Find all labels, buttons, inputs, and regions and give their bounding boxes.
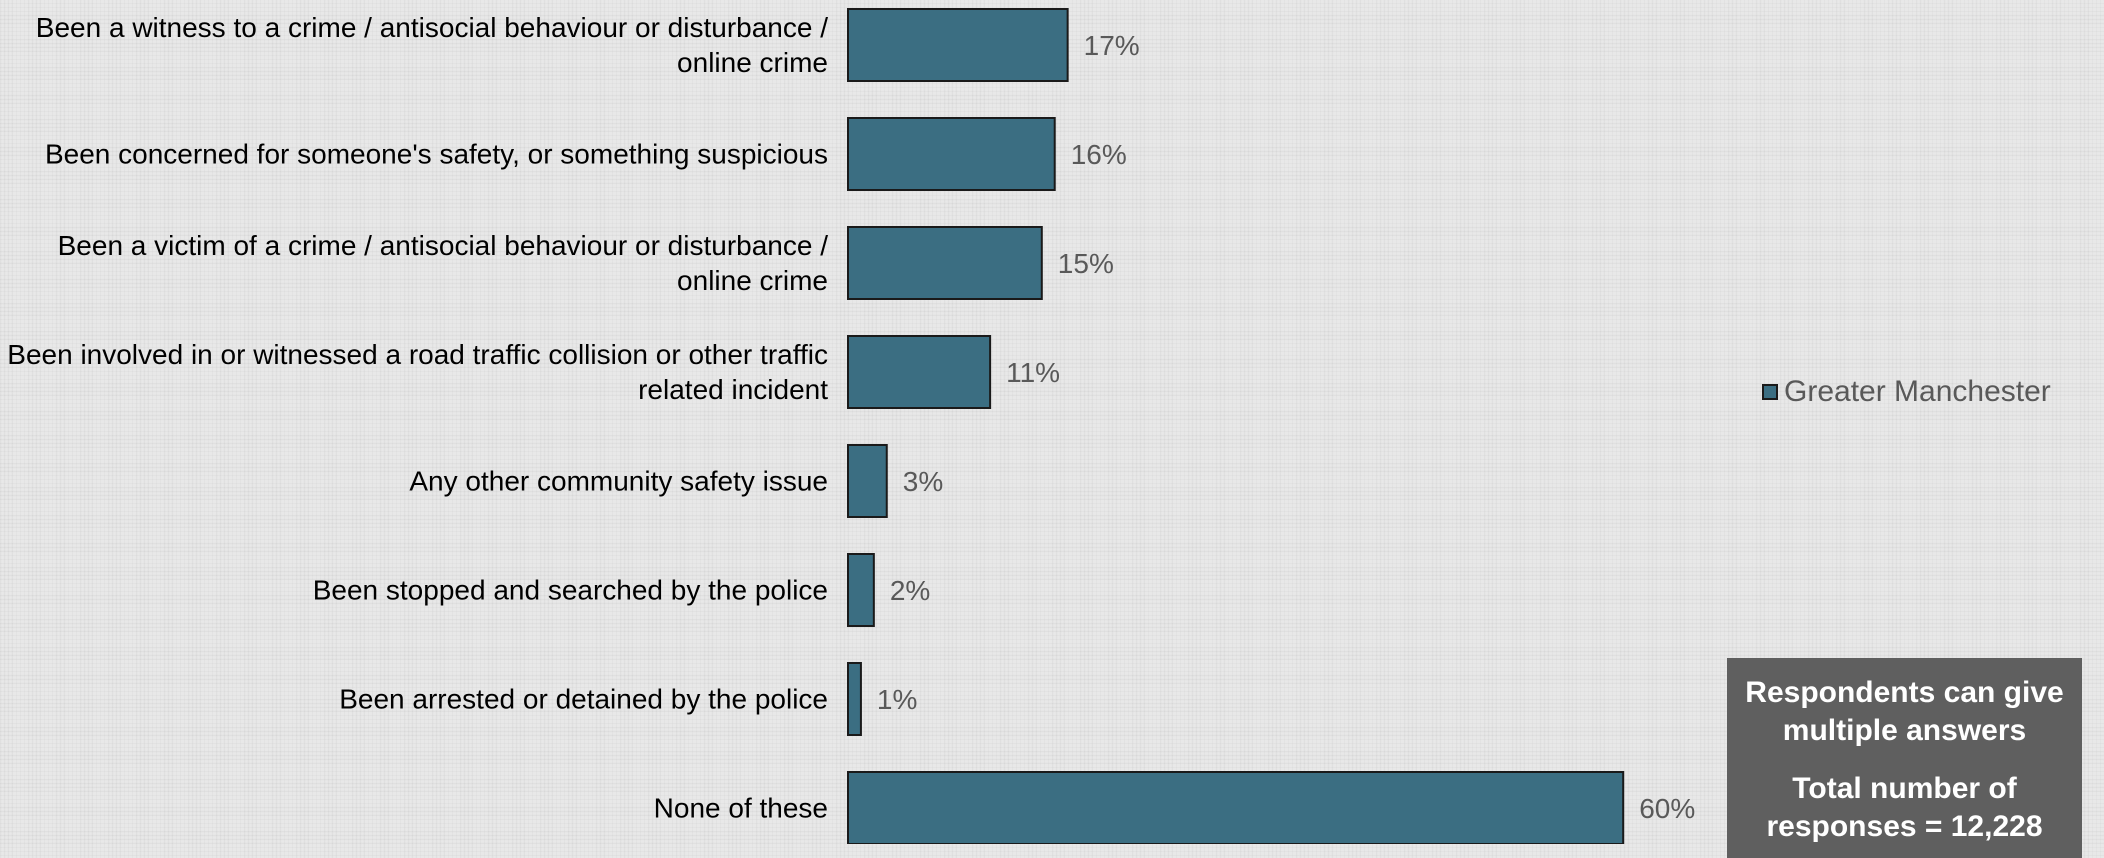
- legend-label: Greater Manchester: [1784, 375, 2051, 408]
- data-label: 60%: [1639, 793, 1695, 824]
- data-label: 16%: [1071, 139, 1127, 170]
- bar: [847, 444, 888, 518]
- bar: [847, 553, 875, 627]
- legend-swatch: [1762, 384, 1778, 400]
- category-label: Been a victim of a crime / antisocial be…: [57, 230, 828, 296]
- legend: Greater Manchester: [1762, 374, 2051, 410]
- bar: [847, 117, 1056, 191]
- bar: [847, 8, 1069, 82]
- data-label: 2%: [890, 575, 930, 606]
- data-label: 17%: [1084, 30, 1140, 61]
- category-label: Been stopped and searched by the police: [312, 574, 828, 606]
- data-label: 11%: [1006, 357, 1060, 388]
- note-multiple-answers: Respondents can give multiple answers: [1745, 676, 2064, 747]
- data-label: 1%: [877, 684, 917, 715]
- note-box: Respondents can give multiple answers To…: [1727, 658, 2082, 858]
- category-label: Any other community safety issue: [409, 465, 828, 497]
- bar: [847, 335, 992, 409]
- category-label: Been a witness to a crime / antisocial b…: [35, 12, 828, 78]
- data-label: 3%: [903, 466, 943, 497]
- bar: [847, 226, 1043, 300]
- note-total-responses: Total number of responses = 12,228: [1766, 772, 2043, 843]
- category-label: Been concerned for someone's safety, or …: [44, 138, 828, 170]
- bar: [847, 771, 1625, 844]
- category-label: Been arrested or detained by the police: [339, 683, 828, 715]
- bar: [847, 662, 862, 736]
- data-label: 15%: [1058, 248, 1114, 279]
- category-label: None of these: [653, 792, 828, 824]
- category-label: Been involved in or witnessed a road tra…: [7, 339, 828, 405]
